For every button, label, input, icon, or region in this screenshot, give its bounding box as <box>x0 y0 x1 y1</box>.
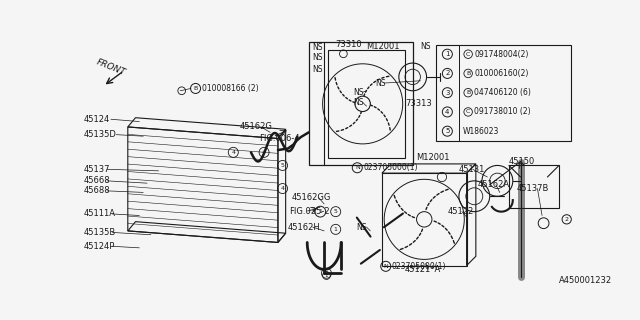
Text: W186023: W186023 <box>463 127 499 136</box>
Text: 047406120 (6): 047406120 (6) <box>474 88 531 97</box>
Text: 45121*A: 45121*A <box>405 265 441 274</box>
Text: 1: 1 <box>324 273 328 278</box>
Text: 2: 2 <box>564 217 569 222</box>
Text: 1: 1 <box>318 209 322 214</box>
Text: A450001232: A450001232 <box>559 276 612 285</box>
Text: 45111A: 45111A <box>83 210 115 219</box>
Text: 4: 4 <box>262 150 266 155</box>
Text: 45122: 45122 <box>447 207 474 216</box>
Text: NS: NS <box>312 43 323 52</box>
Text: 73313: 73313 <box>405 99 432 108</box>
Text: 3: 3 <box>445 90 450 96</box>
Text: 45162G: 45162G <box>239 123 273 132</box>
Text: M12001: M12001 <box>367 42 400 51</box>
Text: NS: NS <box>353 98 364 107</box>
Text: 4: 4 <box>445 109 449 115</box>
Text: 45131: 45131 <box>459 165 485 174</box>
Text: 010006160(2): 010006160(2) <box>474 69 529 78</box>
Text: M12001: M12001 <box>417 153 450 162</box>
Text: FRONT: FRONT <box>95 58 127 77</box>
Text: 45688: 45688 <box>83 186 110 195</box>
Text: FIG.006-4: FIG.006-4 <box>259 134 300 143</box>
Text: 45135D: 45135D <box>83 130 116 139</box>
Text: 091738010 (2): 091738010 (2) <box>474 108 531 116</box>
Text: C: C <box>466 109 470 115</box>
Text: 45162GG: 45162GG <box>292 193 331 202</box>
Text: 45162H: 45162H <box>288 222 321 232</box>
Text: FIG.035-2: FIG.035-2 <box>289 207 330 216</box>
Text: 45124P: 45124P <box>83 242 115 251</box>
Text: 73310: 73310 <box>336 40 362 49</box>
Text: 45150: 45150 <box>509 157 535 166</box>
Text: NS: NS <box>312 53 323 62</box>
Text: B: B <box>466 71 470 76</box>
Text: N: N <box>355 165 360 170</box>
Text: NS: NS <box>312 65 323 74</box>
Text: 1: 1 <box>324 271 328 276</box>
Text: 45124: 45124 <box>83 115 109 124</box>
Text: 45137B: 45137B <box>516 184 549 193</box>
Text: B: B <box>193 86 198 91</box>
Text: C: C <box>466 52 470 57</box>
Text: 4: 4 <box>280 186 285 191</box>
Text: 1: 1 <box>445 51 450 57</box>
Text: NS: NS <box>376 78 387 88</box>
Text: NS: NS <box>356 222 367 232</box>
Text: B: B <box>466 90 470 95</box>
Text: 5: 5 <box>445 128 449 134</box>
Text: 4: 4 <box>231 150 236 155</box>
Text: N: N <box>383 264 388 269</box>
Text: 45137: 45137 <box>83 165 109 174</box>
Text: 45668: 45668 <box>83 176 110 185</box>
Text: 45162A: 45162A <box>477 180 509 189</box>
Text: 023705000(1): 023705000(1) <box>392 262 447 271</box>
Text: 2: 2 <box>445 70 449 76</box>
Text: 091748004(2): 091748004(2) <box>474 50 529 59</box>
Text: 010008166 (2): 010008166 (2) <box>202 84 259 93</box>
Text: 1: 1 <box>334 227 338 232</box>
Text: 023705000(1): 023705000(1) <box>364 163 418 172</box>
Text: 5: 5 <box>280 163 285 168</box>
Text: NS: NS <box>353 88 364 97</box>
Text: 45135B: 45135B <box>83 228 115 237</box>
Text: 5: 5 <box>334 209 338 214</box>
Text: NS: NS <box>420 42 431 51</box>
